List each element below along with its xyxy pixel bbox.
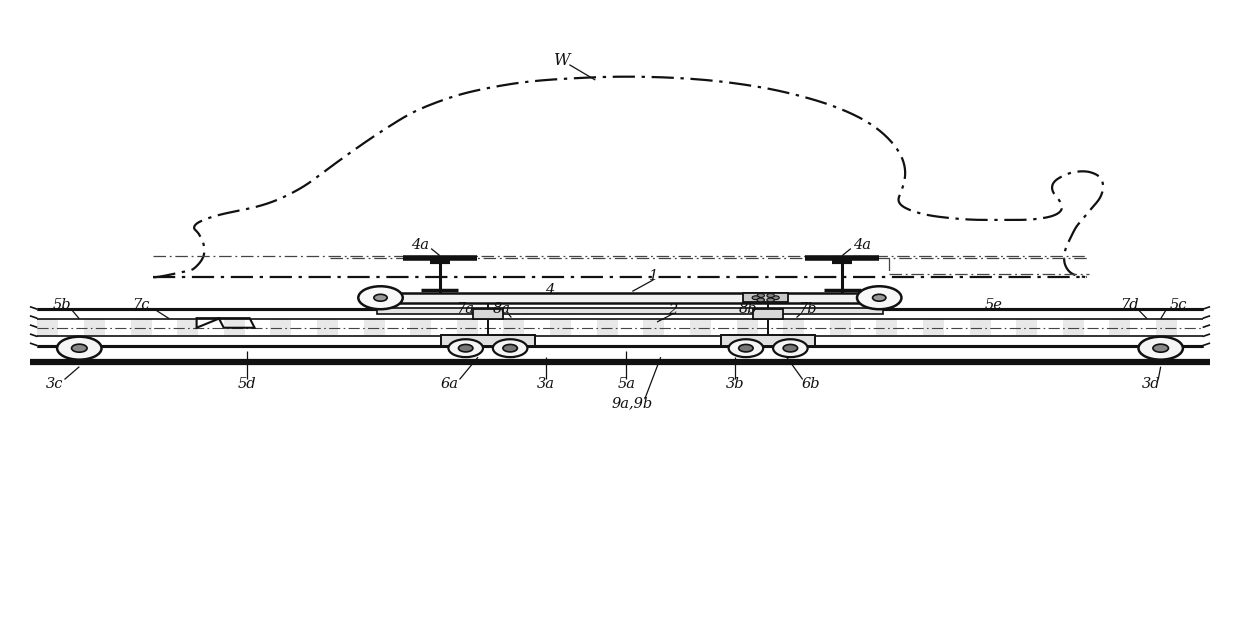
Bar (317, 319, 339, 336)
Circle shape (358, 286, 403, 309)
Text: 5c: 5c (1169, 298, 1187, 312)
Text: 4a: 4a (853, 238, 870, 252)
Bar (830, 319, 851, 336)
Text: 4: 4 (546, 283, 554, 297)
Bar (474, 309, 502, 319)
Text: 5e: 5e (985, 298, 1003, 312)
Text: 7d: 7d (1121, 298, 1140, 312)
Circle shape (449, 339, 482, 357)
Circle shape (766, 298, 774, 302)
Text: 1: 1 (649, 269, 658, 283)
Text: 7c: 7c (133, 298, 150, 312)
Circle shape (766, 294, 774, 298)
Text: 5a: 5a (618, 377, 635, 391)
Bar (377, 308, 883, 314)
Bar (84, 319, 105, 336)
Circle shape (492, 339, 527, 357)
Text: 5b: 5b (53, 298, 72, 312)
Bar (441, 336, 534, 346)
Text: 3d: 3d (1142, 377, 1161, 391)
Text: 6a: 6a (440, 377, 459, 391)
Text: 8b: 8b (739, 302, 758, 316)
Circle shape (873, 294, 885, 301)
Bar (1017, 319, 1037, 336)
Bar (363, 319, 384, 336)
Bar (970, 319, 991, 336)
Circle shape (72, 344, 87, 352)
Circle shape (857, 286, 901, 309)
Bar (410, 319, 432, 336)
Bar (371, 292, 889, 303)
Bar (551, 319, 572, 336)
Text: W: W (554, 52, 570, 69)
Bar (722, 336, 815, 346)
Bar (456, 319, 477, 336)
Circle shape (758, 294, 764, 298)
Bar (223, 319, 244, 336)
Circle shape (771, 296, 779, 299)
Circle shape (57, 337, 102, 359)
Bar (270, 319, 291, 336)
Bar (37, 319, 58, 336)
Bar (596, 319, 618, 336)
Circle shape (1138, 337, 1183, 359)
Bar (689, 319, 711, 336)
Circle shape (729, 339, 763, 357)
Bar (177, 319, 198, 336)
Text: 8a: 8a (492, 302, 511, 316)
Bar (784, 319, 804, 336)
Bar (503, 319, 525, 336)
Bar (737, 319, 758, 336)
Bar (754, 309, 782, 319)
Circle shape (373, 294, 387, 301)
Circle shape (503, 345, 517, 352)
Circle shape (739, 345, 753, 352)
Circle shape (1153, 344, 1168, 352)
Text: 3c: 3c (46, 377, 63, 391)
Text: 7a: 7a (456, 302, 475, 316)
Bar (1156, 319, 1177, 336)
Text: 9a,9b: 9a,9b (611, 397, 653, 411)
Text: 5d: 5d (238, 377, 257, 391)
Bar (923, 319, 944, 336)
Text: 2: 2 (668, 303, 678, 317)
Circle shape (773, 339, 807, 357)
Text: 7b: 7b (799, 302, 817, 316)
Bar (744, 293, 787, 302)
Bar (644, 319, 665, 336)
Bar (1110, 319, 1131, 336)
Text: 4a: 4a (410, 238, 429, 252)
Text: 3b: 3b (725, 377, 744, 391)
Bar (1063, 319, 1084, 336)
Text: 6b: 6b (802, 377, 821, 391)
Bar (877, 319, 898, 336)
Bar (130, 319, 151, 336)
Circle shape (784, 345, 797, 352)
Text: 3a: 3a (537, 377, 556, 391)
Circle shape (758, 298, 764, 302)
Circle shape (753, 296, 759, 299)
Circle shape (459, 345, 472, 352)
